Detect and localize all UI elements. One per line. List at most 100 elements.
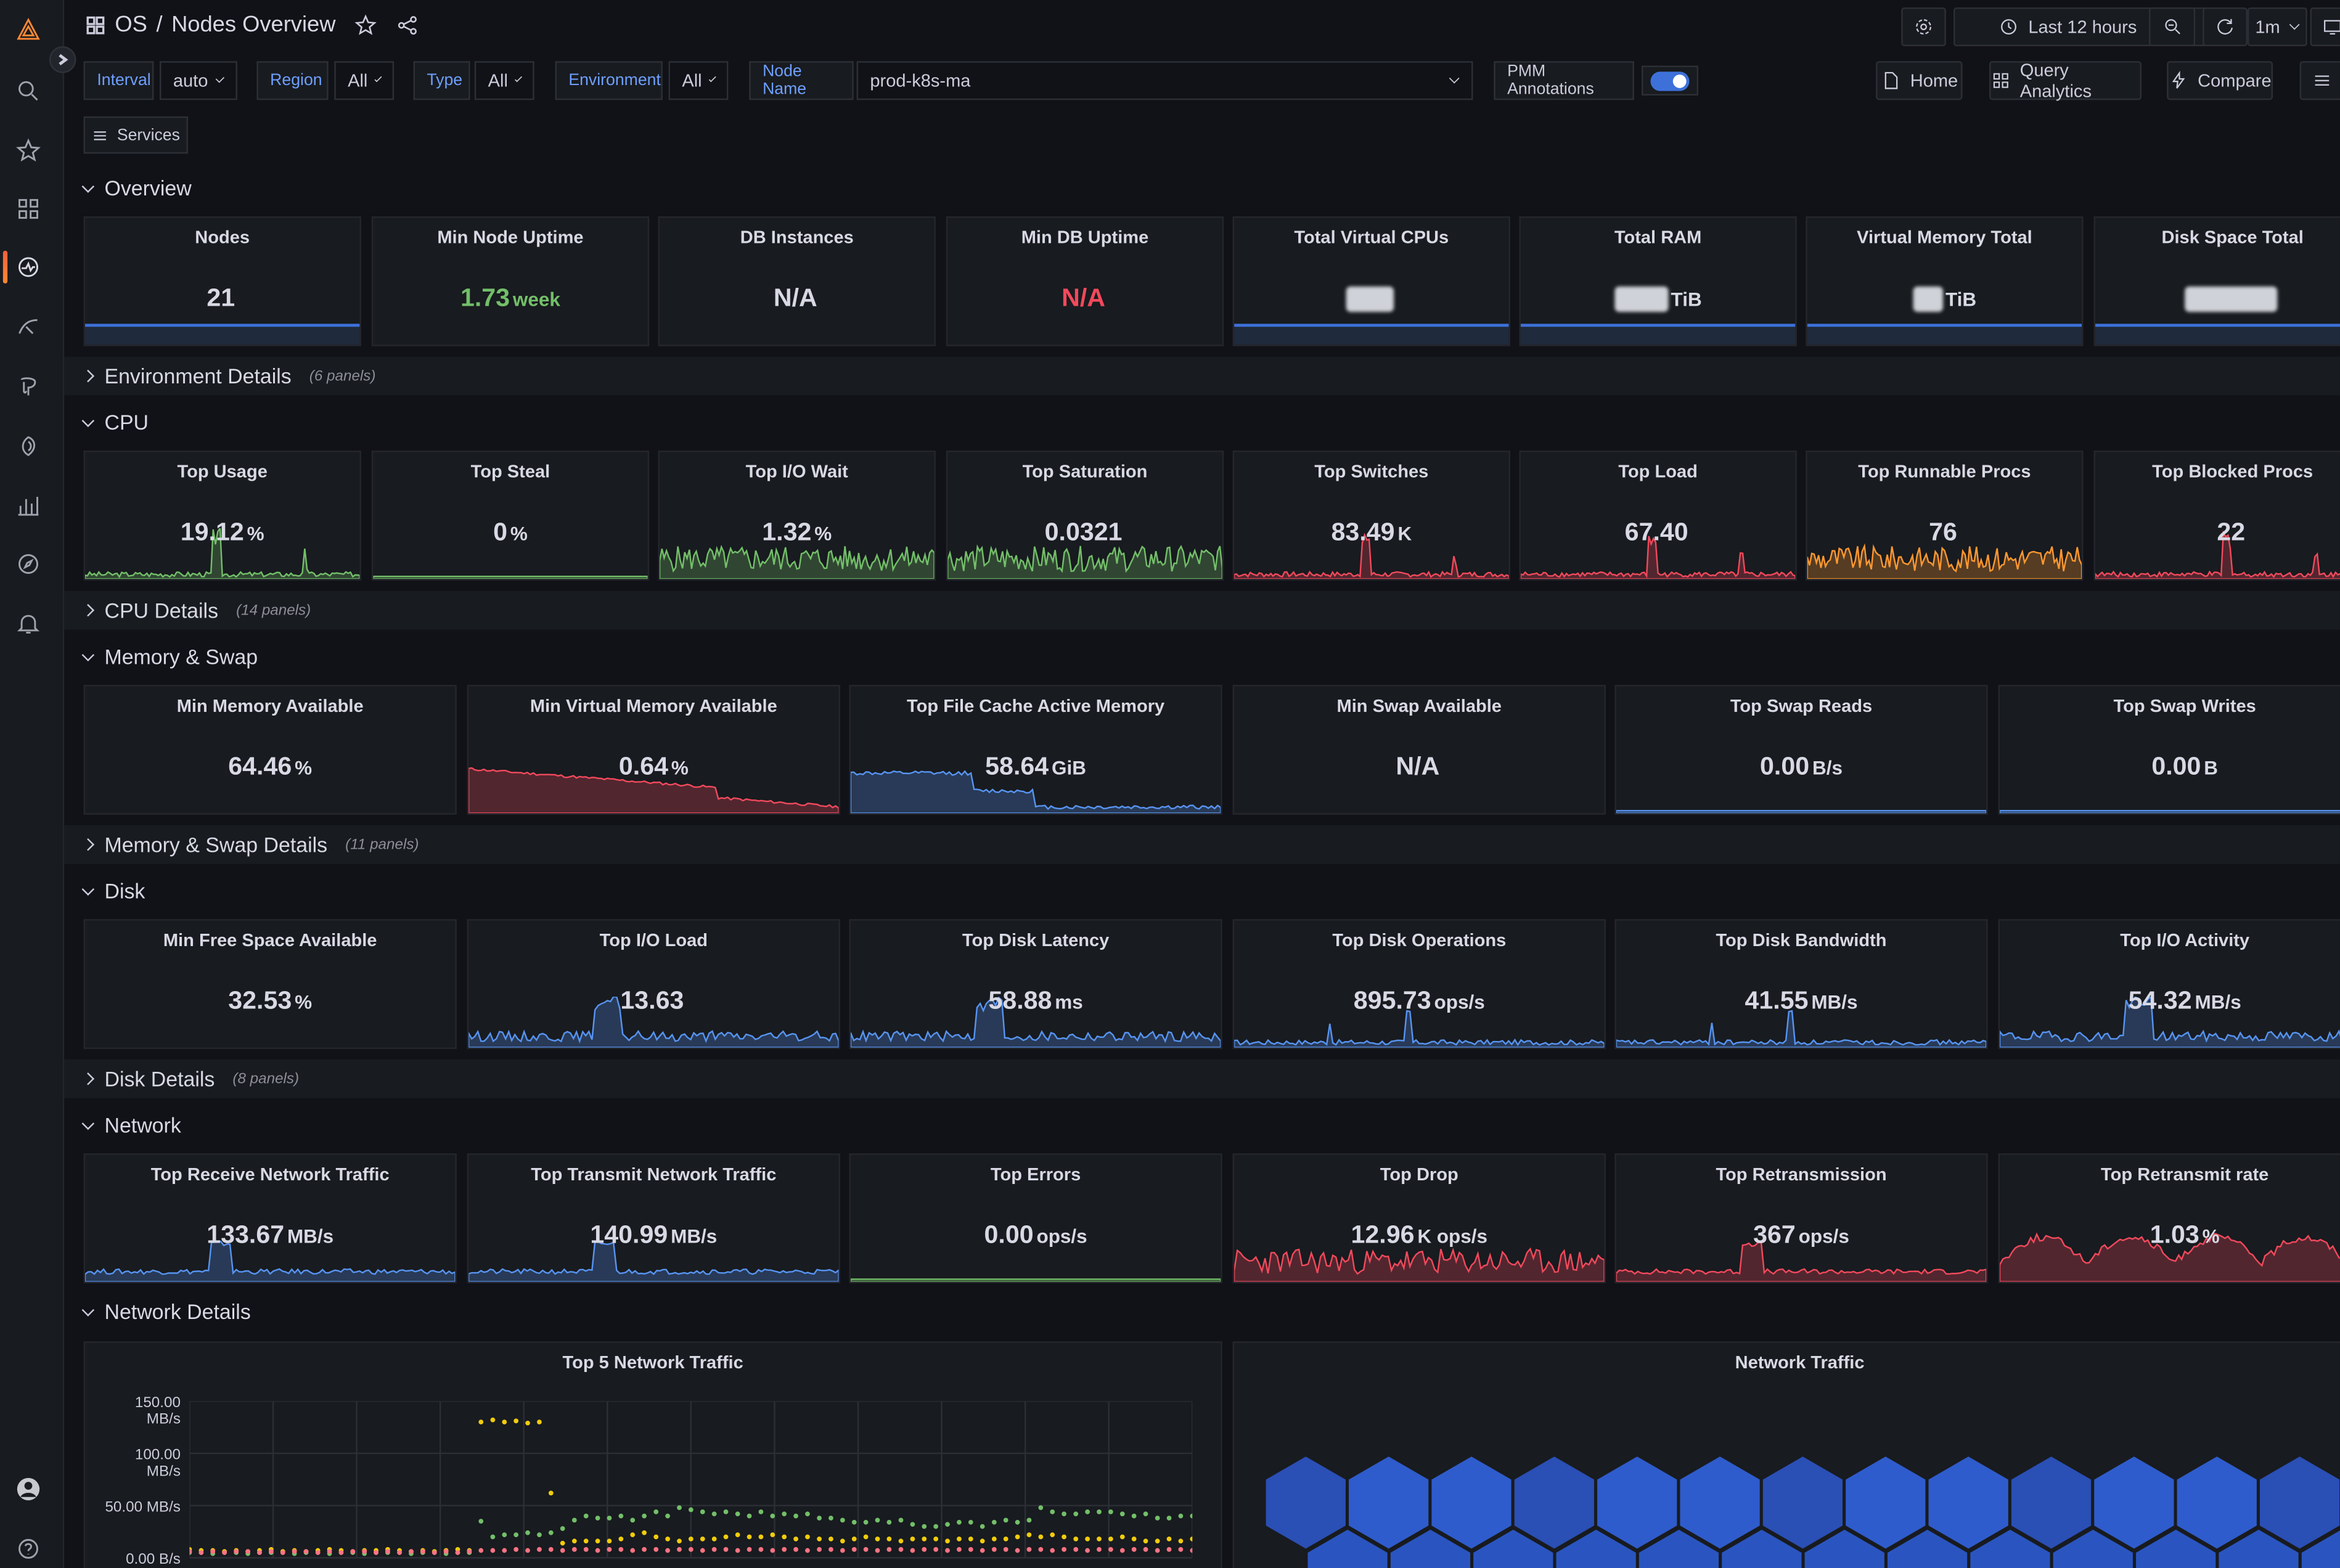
stat-panel[interactable]: Top I/O Wait 1.32% (658, 451, 936, 581)
stat-panel[interactable]: Top Switches 83.49 K (1232, 451, 1510, 581)
stat-panel[interactable]: Nodes 21 (83, 216, 361, 346)
row-overview[interactable]: Overview (81, 170, 192, 206)
data-point (770, 1548, 775, 1553)
query-analytics-icon[interactable] (12, 489, 44, 522)
row-network-details[interactable]: Network Details (81, 1294, 251, 1329)
toggle-knob (1672, 73, 1687, 88)
stat-panel[interactable]: Top Transmit Network Traffic 140.99 MB/s (467, 1153, 840, 1283)
row-memory-swap-details[interactable]: Memory & Swap Details (11 panels) (81, 827, 419, 862)
row-disk[interactable]: Disk (81, 873, 145, 909)
star-icon[interactable] (354, 13, 378, 37)
data-point (689, 1546, 693, 1552)
stat-panel[interactable]: Top Disk Operations 895.73 ops/s (1232, 919, 1606, 1049)
var-select-environment[interactable]: All (668, 61, 729, 100)
var-select-region[interactable]: All (334, 61, 395, 100)
stat-panel[interactable]: Top File Cache Active Memory 58.64 GiB (849, 685, 1222, 815)
os-dashboard-icon[interactable] (12, 251, 44, 284)
row-cpu[interactable]: CPU (81, 404, 149, 440)
search-icon[interactable] (12, 75, 44, 107)
stat-panel[interactable]: Top I/O Activity 54.32 MB/s (1998, 919, 2340, 1049)
data-point (1119, 1534, 1125, 1540)
row-environment-details[interactable]: Environment Details (6 panels) (81, 358, 375, 394)
stat-panel[interactable]: Top Disk Latency 58.88 ms (849, 919, 1222, 1049)
stat-value: 0.00 B/s (1616, 752, 1986, 782)
stat-panel[interactable]: Top Swap Reads 0.00 B/s (1614, 685, 1988, 815)
postgresql-icon[interactable] (12, 370, 44, 402)
row-cpu-details[interactable]: CPU Details (14 panels) (81, 592, 311, 628)
stat-panel[interactable]: Top Usage 19.12% (83, 451, 361, 581)
folder-link[interactable]: OS (115, 12, 147, 38)
services-link[interactable]: Services (83, 116, 189, 154)
refresh-interval-picker[interactable]: 1m (2247, 7, 2307, 47)
stat-unit: ops/s (1434, 990, 1485, 1013)
compare-link[interactable]: Compare (2167, 61, 2273, 100)
data-point (665, 1548, 670, 1553)
stat-panel[interactable]: Min DB Uptime N/A (946, 216, 1224, 346)
stat-panel[interactable]: Top Steal 0% (371, 451, 650, 581)
stat-panel[interactable]: Min Swap Available N/A (1232, 685, 1606, 815)
var-select-interval[interactable]: auto (160, 61, 237, 100)
data-point (863, 1519, 869, 1525)
more-links-button[interactable] (2299, 61, 2340, 100)
grafana-logo-icon[interactable] (12, 14, 44, 46)
stat-panel[interactable]: Top Retransmission 367 ops/s (1614, 1153, 1988, 1283)
data-point (991, 1546, 997, 1552)
dashboard-title[interactable]: Nodes Overview (171, 12, 336, 38)
zoom-out-button[interactable] (2149, 7, 2196, 47)
settings-button[interactable] (1901, 7, 1946, 47)
stat-number: 895.73 (1353, 986, 1431, 1015)
stat-number: 19.12 (180, 518, 244, 547)
alerting-bell-icon[interactable] (12, 607, 44, 640)
data-point (898, 1517, 904, 1523)
stat-panel[interactable]: Top Receive Network Traffic 133.67 MB/s (83, 1153, 457, 1283)
data-point (571, 1538, 577, 1544)
share-icon[interactable] (395, 13, 419, 37)
sparkline-area (850, 1279, 1221, 1281)
stat-panel[interactable]: Top Retransmit rate 1.03% (1998, 1153, 2340, 1283)
user-avatar[interactable] (12, 1472, 44, 1505)
stat-panel[interactable]: Top Swap Writes 0.00 B (1998, 685, 2340, 815)
mongodb-icon[interactable] (12, 430, 44, 462)
sparkline-area (84, 528, 359, 579)
row-memory-swap[interactable]: Memory & Swap (81, 639, 258, 674)
mysql-icon[interactable] (12, 311, 44, 343)
stat-panel[interactable]: Min Virtual Memory Available 0.64% (467, 685, 840, 815)
explore-icon[interactable] (12, 547, 44, 580)
var-select-node-name[interactable]: prod-k8s-ma (856, 61, 1473, 100)
stat-panel[interactable]: Top I/O Load 13.63 (467, 919, 840, 1049)
stat-panel[interactable]: Min Node Uptime 1.73 week (371, 216, 650, 346)
var-select-type[interactable]: All (474, 61, 534, 100)
stat-panel[interactable]: Top Runnable Procs 76 (1806, 451, 2084, 581)
panel-network-traffic[interactable]: Network Traffic (1232, 1341, 2340, 1568)
stat-panel[interactable]: Top Load 67.40 (1519, 451, 1797, 581)
data-point (1085, 1537, 1090, 1541)
home-link[interactable]: Home (1876, 61, 1963, 100)
stat-panel[interactable]: Top Errors 0.00 ops/s (849, 1153, 1222, 1283)
expand-menu-button[interactable] (49, 46, 76, 73)
row-network[interactable]: Network (81, 1107, 181, 1143)
annotations-toggle[interactable] (1641, 65, 1698, 96)
cycle-view-button[interactable] (2310, 7, 2340, 47)
stat-panel[interactable]: Top Drop 12.96 K ops/s (1232, 1153, 1606, 1283)
query-analytics-link[interactable]: Query Analytics (1989, 60, 2142, 102)
panel-title: Top Transmit Network Traffic (531, 1164, 777, 1185)
row-disk-details[interactable]: Disk Details (8 panels) (81, 1061, 299, 1096)
refresh-button[interactable] (2203, 7, 2248, 47)
help-icon[interactable] (12, 1532, 44, 1565)
panel-top5-network-traffic[interactable]: Top 5 Network Traffic 150.00 MB/s 100.00… (83, 1341, 1222, 1568)
stat-panel[interactable]: DB Instances N/A (658, 216, 936, 346)
stat-panel[interactable]: Virtual Memory Total TiB (1806, 216, 2084, 346)
stat-panel[interactable]: Top Disk Bandwidth 41.55 MB/s (1614, 919, 1988, 1049)
dashboards-icon[interactable] (12, 192, 44, 225)
stat-panel[interactable]: Min Memory Available 64.46% (83, 685, 457, 815)
data-point (548, 1490, 554, 1496)
stat-value (1234, 284, 1508, 313)
stat-panel[interactable]: Min Free Space Available 32.53% (83, 919, 457, 1049)
stat-panel[interactable]: Disk Space Total (2093, 216, 2340, 346)
stat-panel[interactable]: Top Blocked Procs 22 (2093, 451, 2340, 581)
stat-panel[interactable]: Total Virtual CPUs (1232, 216, 1510, 346)
stat-panel[interactable]: Top Saturation 0.0321 (946, 451, 1224, 581)
starred-icon[interactable] (12, 134, 44, 167)
stat-panel[interactable]: Total RAM TiB (1519, 216, 1797, 346)
var-label-type: Type (413, 61, 470, 100)
